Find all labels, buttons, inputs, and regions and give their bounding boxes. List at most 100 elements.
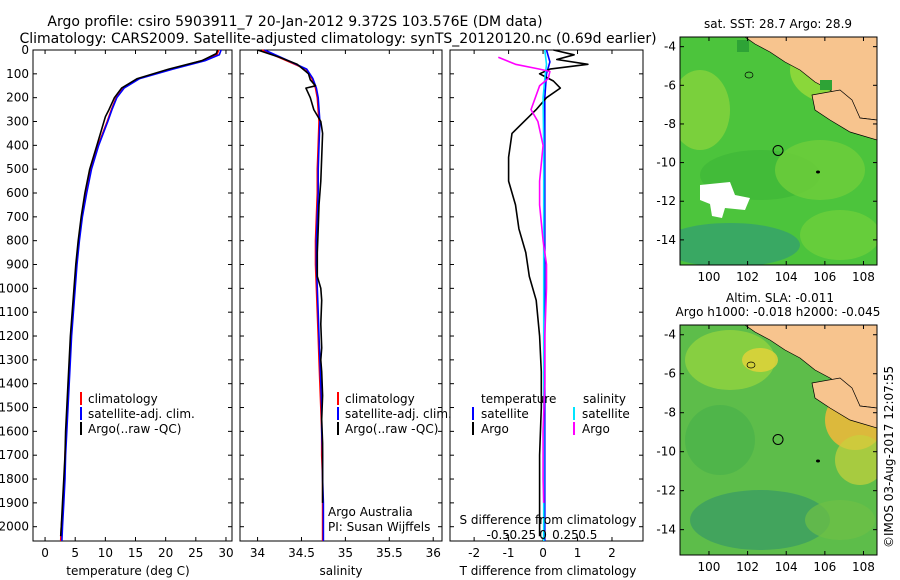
- y-tick-label: 300: [6, 115, 29, 129]
- x-tick-label: 0: [41, 546, 49, 560]
- x-tick-label: 1: [574, 546, 582, 560]
- difference-plot: -2 -1 0 1 2 -0.5-0.25 0 0.25 0.5: [450, 49, 643, 560]
- salinity-legend: climatology satellite-adj. clim. Argo(..…: [328, 392, 452, 534]
- map-y-tick-label: -4: [664, 40, 676, 54]
- x-tick-label: 2: [608, 546, 616, 560]
- y-tick-label: 400: [6, 138, 29, 152]
- legend-label-temp-argo: Argo: [481, 422, 509, 436]
- map-y-tick-label: -8: [664, 117, 676, 131]
- difference-x2label: S difference from climatology: [460, 513, 637, 527]
- sla-mid-patch: [805, 500, 875, 540]
- sla-map-title-line1: Altim. SLA: -0.011: [726, 291, 834, 305]
- x-tick-label: 0: [539, 546, 547, 560]
- imos-credit: ©IMOS 03-Aug-2017 12:07:55: [882, 366, 896, 548]
- sla-map-ticks: 100 102 104 106 108 -4 -6 -8 -10 -12 -14: [656, 325, 877, 574]
- pi-label: PI: Susan Wijffels: [328, 520, 430, 534]
- sst-warm-patch: [775, 140, 865, 200]
- sla-low-patch: [685, 405, 755, 475]
- series-line-argo-raw-qc-: [59, 49, 219, 537]
- series-line-climatology: [59, 49, 220, 542]
- map-x-tick-label: 104: [775, 270, 798, 284]
- figure-title-line1: Argo profile: csiro 5903911_7 20-Jan-201…: [47, 14, 542, 30]
- map-y-tick-label: -4: [664, 328, 676, 342]
- map-x-tick-label: 100: [698, 270, 721, 284]
- sla-high-patch: [835, 435, 877, 485]
- salinity-panel-frame: [239, 49, 443, 542]
- x-tick-label: 35: [338, 546, 353, 560]
- x2-tick-label: 0: [539, 528, 547, 542]
- legend-title-temperature: temperature: [481, 392, 556, 406]
- map-y-tick-label: -6: [664, 78, 676, 92]
- x-tick-label: 36: [426, 546, 441, 560]
- map-x-tick-label: 108: [852, 560, 875, 574]
- map-y-tick-label: -6: [664, 367, 676, 381]
- x-tick-label: 20: [158, 546, 173, 560]
- salinity-xlabel: salinity: [319, 564, 362, 578]
- sst-cool-patch: [680, 223, 800, 265]
- y-tick-label: 1600: [0, 424, 29, 438]
- x-tick-label: 34.5: [288, 546, 315, 560]
- x2-tick-label: 0.5: [578, 528, 597, 542]
- y-tick-label: 1900: [0, 496, 29, 510]
- island-outline: [816, 170, 820, 174]
- y-tick-label: 1400: [0, 377, 29, 391]
- argo-position-marker: [772, 433, 784, 445]
- legend-label-argo: Argo(..raw -QC): [88, 422, 181, 436]
- map-x-tick-label: 100: [698, 560, 721, 574]
- y-tick-label: 1800: [0, 472, 29, 486]
- x-tick-label: 25: [188, 546, 203, 560]
- sst-map-ticks: 100 102 104 106 108 -4 -6 -8 -10 -12 -14: [656, 37, 877, 284]
- sla-low-patch: [690, 490, 830, 550]
- legend-label-temp-satellite: satellite: [481, 407, 529, 421]
- map-x-tick-label: 106: [813, 270, 836, 284]
- salinity-plot: 34 34.5 35 35.5 36: [240, 49, 442, 560]
- legend-label-satellite: satellite-adj. clim.: [345, 407, 452, 421]
- sst-map-frame: [679, 36, 878, 266]
- legend-label-satellite: satellite-adj. clim.: [88, 407, 195, 421]
- x-tick-label: 30: [218, 546, 233, 560]
- y-tick-label: 700: [6, 210, 29, 224]
- y-tick-label: 1200: [0, 329, 29, 343]
- y-tick-label: 0: [21, 43, 29, 57]
- map-x-tick-label: 104: [775, 560, 798, 574]
- difference-xlabel: T difference from climatology: [459, 564, 637, 578]
- legend-label-sal-satellite: satellite: [582, 407, 630, 421]
- y-tick-label: 900: [6, 258, 29, 272]
- map-y-tick-label: -14: [656, 523, 676, 537]
- map-x-tick-label: 106: [813, 560, 836, 574]
- sla-high-patch: [685, 330, 775, 390]
- x-tick-label: 5: [71, 546, 79, 560]
- y-tick-label: 600: [6, 186, 29, 200]
- map-y-tick-label: -14: [656, 233, 676, 247]
- x-tick-label: 15: [128, 546, 143, 560]
- y-tick-label: 500: [6, 162, 29, 176]
- y-tick-label: 1300: [0, 353, 29, 367]
- x-tick-label: 34: [250, 546, 265, 560]
- map-y-tick-label: -10: [656, 445, 676, 459]
- sst-map: [680, 37, 877, 265]
- series-line-satellite-adj-clim-: [264, 49, 325, 541]
- legend-label-argo: Argo(..raw -QC): [345, 422, 438, 436]
- difference-legend: temperature salinity satellite Argo sate…: [472, 392, 630, 436]
- argo-position-marker: [772, 144, 784, 156]
- java-land: [811, 89, 877, 141]
- sst-map-title: sat. SST: 28.7 Argo: 28.9: [704, 17, 852, 31]
- series-line-argo-raw-qc-: [257, 49, 324, 503]
- y-tick-label: 800: [6, 234, 29, 248]
- sla-map-frame: [679, 324, 878, 556]
- legend-label-sal-argo: Argo: [582, 422, 610, 436]
- legend-title-salinity: salinity: [583, 392, 626, 406]
- y-tick-label: 2000: [0, 520, 29, 534]
- series-line-satellite: [543, 49, 551, 541]
- java-land: [811, 377, 877, 429]
- sst-warm-patch: [800, 210, 877, 260]
- map-y-tick-label: -10: [656, 156, 676, 170]
- y-tick-label: 100: [6, 67, 29, 81]
- x-tick-label: -2: [468, 546, 480, 560]
- map-y-tick-label: -12: [656, 194, 676, 208]
- legend-label-climatology: climatology: [88, 392, 158, 406]
- series-line-argo: [497, 56, 551, 503]
- legend-label-climatology: climatology: [345, 392, 415, 406]
- y-tick-label: 200: [6, 91, 29, 105]
